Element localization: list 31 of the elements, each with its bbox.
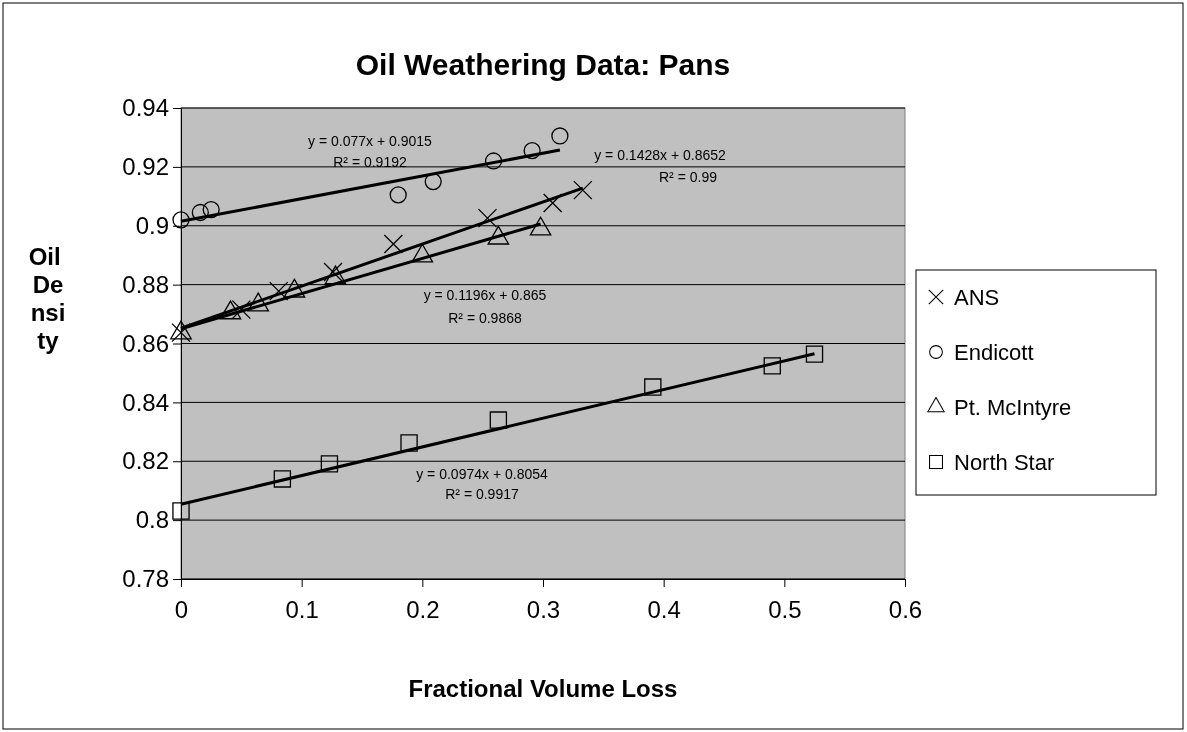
annotation: y = 0.1196x + 0.865 [423,287,547,303]
annotation: y = 0.077x + 0.9015 [308,133,433,149]
x-tick-label: 0 [174,596,189,624]
x-tick-label: 0.1 [285,596,319,624]
annotation: R² = 0.9917 [445,486,519,502]
annotation: y = 0.1428x + 0.8652 [594,147,726,163]
y-tick-label: 0.8 [135,506,169,534]
annotation: R² = 0.9868 [448,310,522,326]
y-tick-label: 0.92 [122,153,169,181]
y-tick-label: 0.82 [122,447,169,475]
legend-label: ANS [954,285,1000,310]
chart-title: Oil Weathering Data: Pans [355,48,731,81]
y-tick-label: 0.94 [122,94,169,122]
x-tick-label: 0.6 [888,596,923,624]
y-axis-title: Oil Density [28,243,68,354]
legend-label: Pt. McIntyre [954,395,1072,420]
y-tick-label: 0.86 [122,329,169,357]
y-tick-label: 0.88 [122,270,169,298]
annotation: R² = 0.9192 [333,154,407,170]
y-tick-label: 0.84 [122,388,169,416]
y-tick-label: 0.78 [122,565,169,593]
legend-label: Endicott [954,340,1034,365]
legend-label: North Star [954,450,1055,475]
y-tick-label: 0.9 [135,211,169,239]
x-tick-label: 0.2 [406,596,440,624]
x-tick-label: 0.5 [768,596,802,624]
x-tick-label: 0.4 [647,596,681,624]
annotation: R² = 0.99 [659,169,718,185]
x-tick-label: 0.3 [526,596,561,624]
annotation: y = 0.0974x + 0.8054 [416,466,548,482]
x-axis-title: Fractional Volume Loss [408,675,678,702]
